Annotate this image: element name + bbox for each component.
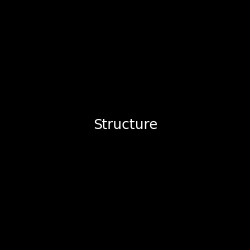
Text: Structure: Structure: [93, 118, 157, 132]
